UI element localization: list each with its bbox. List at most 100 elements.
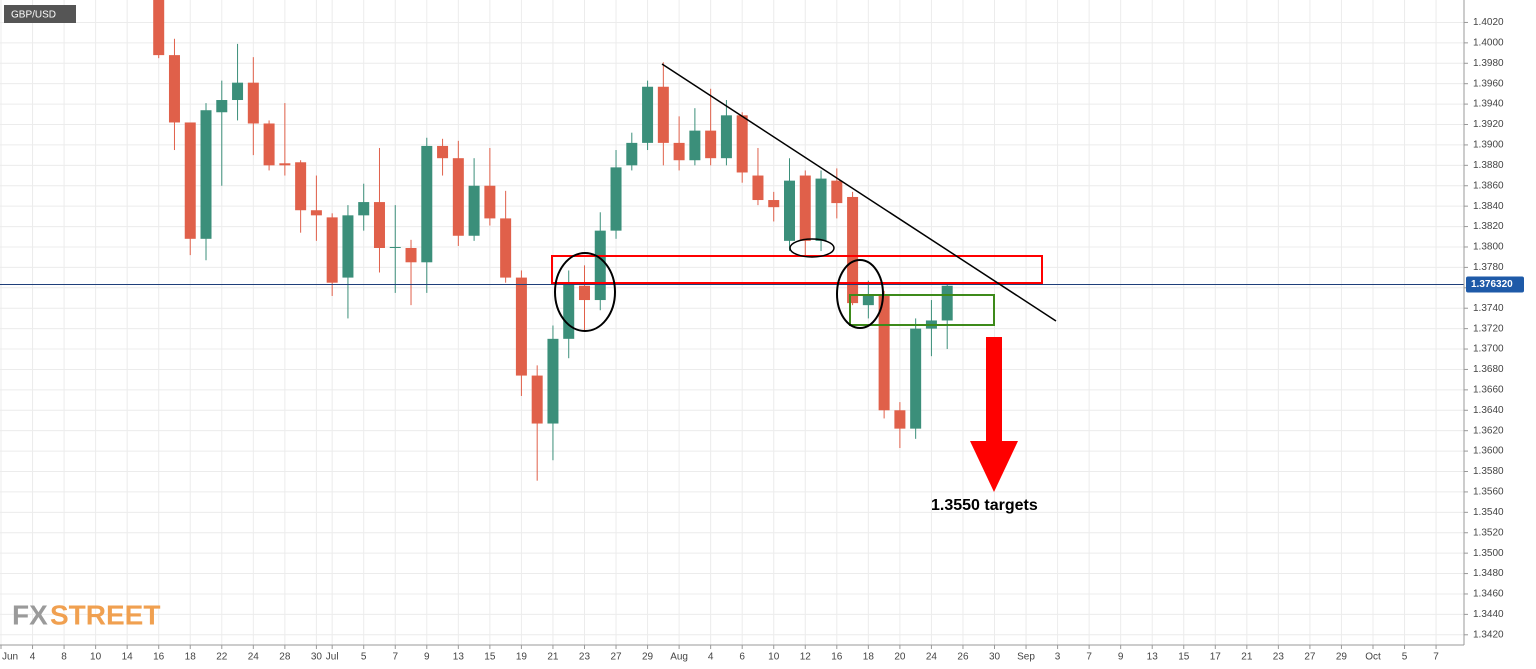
candle-body bbox=[799, 175, 811, 241]
y-tick-label: 1.3660 bbox=[1473, 384, 1504, 395]
y-tick-label: 1.3600 bbox=[1473, 446, 1504, 457]
y-tick-label: 1.3700 bbox=[1473, 344, 1504, 355]
y-tick-label: 1.3780 bbox=[1473, 262, 1504, 273]
candle-body bbox=[768, 200, 780, 208]
logo-prefix: FX bbox=[12, 599, 48, 630]
x-tick-label: 15 bbox=[1178, 652, 1190, 663]
candle-body bbox=[500, 218, 512, 278]
candle-body bbox=[752, 175, 764, 201]
y-tick-label: 1.3880 bbox=[1473, 160, 1504, 171]
trend-line bbox=[661, 63, 1057, 322]
candle-body bbox=[626, 142, 638, 166]
y-tick-label: 1.3440 bbox=[1473, 609, 1504, 620]
y-tick-label: 1.3560 bbox=[1473, 487, 1504, 498]
x-tick-label: 4 bbox=[708, 652, 714, 663]
x-tick-label: 13 bbox=[1147, 652, 1159, 663]
x-tick-label: Jun bbox=[2, 652, 18, 663]
y-tick-label: 1.3620 bbox=[1473, 425, 1504, 436]
candle-body bbox=[910, 328, 922, 429]
y-tick-label: 1.3820 bbox=[1473, 221, 1504, 232]
x-tick-label: 23 bbox=[579, 652, 591, 663]
x-tick-label: 9 bbox=[1118, 652, 1124, 663]
x-tick-label: 14 bbox=[122, 652, 134, 663]
x-tick-label: 18 bbox=[863, 652, 875, 663]
candle-body bbox=[326, 217, 338, 283]
candle-body bbox=[184, 122, 196, 239]
x-tick-label: 13 bbox=[453, 652, 465, 663]
x-tick-label: 5 bbox=[361, 652, 367, 663]
x-tick-label: 29 bbox=[642, 652, 654, 663]
x-tick-label: 16 bbox=[831, 652, 843, 663]
y-tick-label: 1.3900 bbox=[1473, 140, 1504, 151]
x-tick-label: 28 bbox=[279, 652, 291, 663]
candle-body bbox=[279, 163, 291, 166]
candle-body bbox=[657, 86, 669, 143]
drawings bbox=[551, 63, 1057, 492]
x-tick-label: 21 bbox=[1241, 652, 1253, 663]
arrow-shaft bbox=[986, 337, 1002, 442]
candle-body bbox=[310, 210, 322, 216]
y-tick-label: 1.3580 bbox=[1473, 466, 1504, 477]
x-tick-label: 29 bbox=[1336, 652, 1348, 663]
logo-name: STREET bbox=[50, 599, 160, 630]
y-tick-label: 1.3420 bbox=[1473, 629, 1504, 640]
candle-body bbox=[216, 100, 228, 113]
x-tick-label: 27 bbox=[1304, 652, 1316, 663]
x-tick-label: 7 bbox=[392, 652, 398, 663]
arrow-head bbox=[970, 441, 1018, 492]
candle-body bbox=[452, 158, 464, 236]
candle-body bbox=[784, 180, 795, 241]
candle-body bbox=[720, 115, 732, 159]
y-tick-label: 1.3460 bbox=[1473, 589, 1504, 600]
y-tick-label: 1.3800 bbox=[1473, 242, 1504, 253]
x-tick-label: 30 bbox=[311, 652, 323, 663]
annotation: 1.3550 targets bbox=[931, 497, 1038, 514]
candle-body bbox=[862, 295, 874, 306]
y-tick-label: 1.3840 bbox=[1473, 201, 1504, 212]
y-tick-label: 1.3720 bbox=[1473, 323, 1504, 334]
y-tick-label: 1.3500 bbox=[1473, 548, 1504, 559]
last-price-box bbox=[1466, 276, 1524, 293]
x-tick-label: 24 bbox=[926, 652, 938, 663]
candle-body bbox=[200, 110, 212, 239]
candle-body bbox=[295, 162, 307, 211]
y-tick-label: 1.3860 bbox=[1473, 180, 1504, 191]
x-tick-label: Aug bbox=[670, 652, 688, 663]
candle-body bbox=[736, 115, 748, 173]
candle-body bbox=[232, 82, 244, 101]
plot bbox=[0, 0, 1464, 481]
candle-body bbox=[578, 285, 590, 301]
x-tick-label: 27 bbox=[610, 652, 622, 663]
x-tick-label: Jul bbox=[326, 652, 339, 663]
y-tick-label: 1.3680 bbox=[1473, 364, 1504, 375]
x-tick-label: 30 bbox=[989, 652, 1001, 663]
circle-marker bbox=[836, 259, 884, 329]
x-tick-label: 7 bbox=[1086, 652, 1092, 663]
candle-body bbox=[673, 142, 685, 161]
y-tick-label: 1.3980 bbox=[1473, 58, 1504, 69]
x-tick-label: 10 bbox=[90, 652, 102, 663]
x-tick-label: 26 bbox=[957, 652, 969, 663]
title-box bbox=[4, 5, 76, 23]
candle-body bbox=[642, 86, 654, 143]
candle-body bbox=[878, 295, 890, 411]
x-tick-label: 6 bbox=[739, 652, 745, 663]
x-tick-label: 8 bbox=[61, 652, 67, 663]
support-zone bbox=[849, 294, 995, 326]
candle-body bbox=[484, 185, 496, 219]
axes bbox=[0, 0, 1465, 646]
candle-body bbox=[358, 202, 370, 216]
x-tick-label: 23 bbox=[1273, 652, 1285, 663]
y-tick-label: 1.3740 bbox=[1473, 303, 1504, 314]
candle-body bbox=[531, 375, 543, 424]
candle-body bbox=[389, 246, 401, 248]
y-tick-label: 1.4000 bbox=[1473, 38, 1504, 49]
candle-body bbox=[405, 247, 417, 263]
candle-body bbox=[437, 145, 449, 159]
candle-body bbox=[815, 178, 827, 241]
candle-body bbox=[547, 338, 559, 424]
candle-body bbox=[263, 123, 275, 166]
candle-body bbox=[847, 196, 859, 304]
